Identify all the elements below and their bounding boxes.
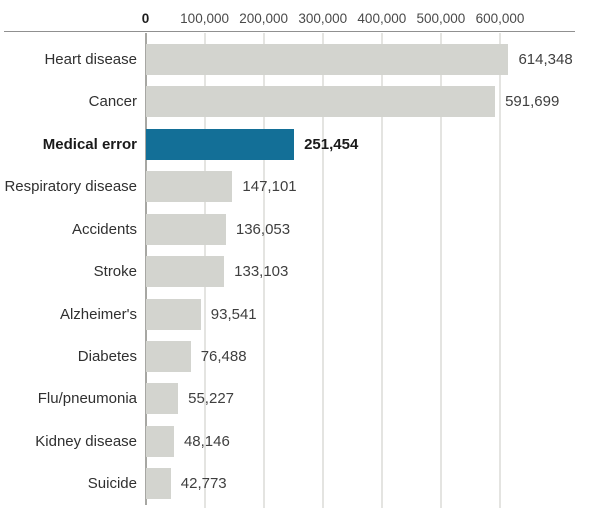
category-label: Heart disease (44, 51, 137, 68)
bar (145, 425, 174, 457)
bar (145, 298, 201, 330)
category-label: Suicide (87, 475, 137, 493)
bar (145, 383, 179, 415)
axis-tick-label: 400,000 (357, 11, 407, 26)
category-label: Cancer (88, 93, 137, 111)
axis-top-rule (4, 31, 575, 32)
bar (145, 256, 225, 288)
gridline (321, 33, 324, 508)
category-label: Respiratory disease (4, 178, 137, 196)
value-label: 93,541 (210, 305, 257, 323)
category-label: Stroke (93, 263, 137, 281)
value-label: 48,146 (183, 432, 230, 450)
value-label: 55,227 (188, 390, 235, 408)
axis-tick-label: 600,000 (475, 11, 525, 26)
category-label: Accidents (71, 220, 137, 238)
value-label: 133,103 (234, 263, 289, 281)
bar-highlighted (145, 128, 295, 160)
category-label: Kidney disease (35, 432, 137, 450)
category-label: Medical error (42, 135, 137, 153)
bar (145, 468, 171, 500)
value-label: 614,348 (518, 51, 573, 68)
bar (145, 213, 226, 245)
bar (145, 171, 233, 203)
category-label: Flu/pneumonia (37, 390, 137, 408)
gridline (439, 33, 442, 508)
gridline (499, 33, 501, 508)
axis-tick-label: 200,000 (239, 11, 289, 26)
category-label: Diabetes (77, 347, 137, 365)
bar (145, 340, 191, 372)
value-label: 76,488 (200, 347, 247, 365)
value-label: 147,101 (242, 178, 297, 196)
gridline (262, 33, 265, 508)
axis-tick-label: 100,000 (180, 11, 229, 26)
value-label: 136,053 (235, 220, 291, 238)
category-label: Alzheimer's (59, 305, 137, 323)
value-label: 42,773 (180, 475, 227, 493)
value-label: 591,699 (505, 93, 560, 111)
axis-tick-label: 0 (141, 11, 150, 26)
bar (145, 44, 509, 75)
axis-tick-label: 300,000 (298, 11, 348, 26)
gridline (380, 33, 383, 508)
axis-tick-label: 500,000 (416, 11, 466, 26)
bar (145, 86, 496, 118)
value-label: 251,454 (304, 135, 359, 153)
